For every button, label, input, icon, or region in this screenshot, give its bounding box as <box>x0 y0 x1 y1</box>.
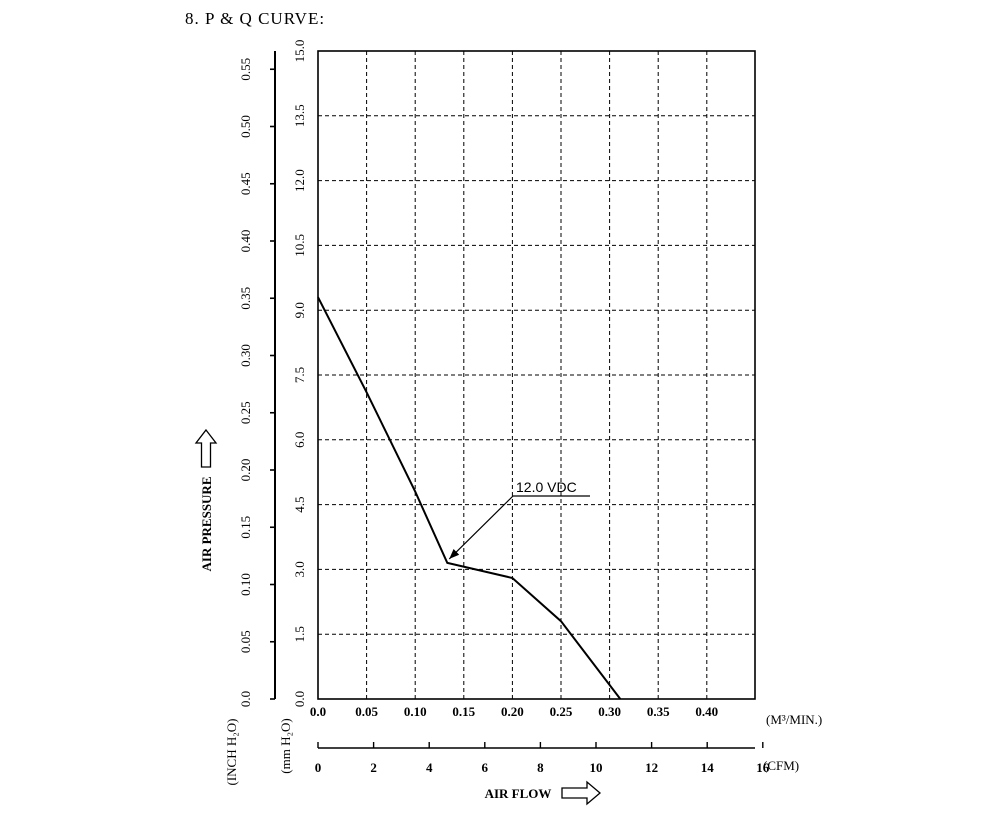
y-tick-label-mm: 3.0 <box>292 561 307 577</box>
y-tick-label-inch: 0.05 <box>238 630 253 653</box>
cfm-tick-label: 4 <box>426 760 433 775</box>
series-line-12vdc <box>317 296 622 700</box>
y-tick-label-inch: 0.20 <box>238 459 253 482</box>
y-tick-label-inch: 0.45 <box>238 172 253 195</box>
x-tick-label: 0.25 <box>550 704 573 719</box>
y-tick-label-inch: 0.35 <box>238 287 253 310</box>
y-tick-label-inch: 0.50 <box>238 115 253 138</box>
cfm-tick-label: 16 <box>756 760 770 775</box>
y-tick-label-mm: 0.0 <box>292 691 307 707</box>
y-tick-label-inch: 0.0 <box>238 691 253 707</box>
x-tick-label: 0.30 <box>598 704 621 719</box>
y-tick-label-mm: 1.5 <box>292 626 307 642</box>
y-tick-label-mm: 7.5 <box>292 367 307 383</box>
cfm-tick-label: 8 <box>537 760 544 775</box>
section-title: 8. P & Q CURVE: <box>185 9 325 28</box>
flow-tick-labels: 0.0 0.05 0.10 0.15 0.20 0.25 0.30 0.35 0.40 <box>310 704 718 719</box>
annotation-arrowhead <box>449 549 460 559</box>
y-tick-label-inch: 0.30 <box>238 344 253 367</box>
grid-lines <box>318 51 755 699</box>
cfm-tick-label: 6 <box>482 760 489 775</box>
arrow-up-icon <box>194 428 218 468</box>
inch-pressure-axis: 0.0 0.05 0.10 0.15 0.20 0.25 0.30 0.35 0.40 0.45 0… <box>238 51 276 707</box>
series-annotation: 12.0 VDC <box>448 479 590 560</box>
cfm-tick-label: 14 <box>701 760 715 775</box>
x-tick-label: 0.10 <box>404 704 427 719</box>
y-tick-label-inch: 0.25 <box>238 401 253 424</box>
x-tick-label: 0.40 <box>695 704 718 719</box>
y-unit-inner: (mm H₂O) <box>278 718 293 773</box>
y-tick-label-mm: 10.5 <box>292 234 307 257</box>
x-unit-primary: (M³/MIN.) <box>766 712 822 727</box>
y-tick-label-mm: 6.0 <box>292 432 307 448</box>
x-tick-label: 0.15 <box>452 704 475 719</box>
x-axis-title: AIR FLOW <box>485 786 552 801</box>
x-unit-secondary: (CFM) <box>763 758 799 773</box>
x-tick-label: 0.35 <box>647 704 670 719</box>
cfm-tick-label: 2 <box>370 760 377 775</box>
mm-pressure-tick-labels: 0.0 1.5 3.0 4.5 6.0 7.5 9.0 10.5 12.0 13.5 15.0 <box>292 40 307 708</box>
x-tick-label: 0.0 <box>310 704 326 719</box>
cfm-tick-label: 10 <box>590 760 603 775</box>
y-tick-label-mm: 4.5 <box>292 496 307 512</box>
y-tick-label-inch: 0.55 <box>238 58 253 81</box>
y-tick-label-inch: 0.15 <box>238 516 253 539</box>
y-unit-outer: (INCH H₂O) <box>224 719 239 786</box>
plot-frame <box>317 50 756 700</box>
arrow-right-icon <box>561 780 602 806</box>
y-axis-title: AIR PRESSURE <box>199 477 214 572</box>
y-tick-label-inch: 0.40 <box>238 230 253 253</box>
x-tick-label: 0.05 <box>355 704 378 719</box>
annotation-leader <box>448 495 514 560</box>
cfm-axis: 0 2 4 6 8 10 12 14 16 <box>315 742 770 775</box>
annotation-label: 12.0 VDC <box>516 479 577 495</box>
y-tick-label-mm: 9.0 <box>292 302 307 318</box>
y-tick-label-mm: 12.0 <box>292 169 307 192</box>
y-tick-label-mm: 13.5 <box>292 104 307 127</box>
cfm-tick-label: 0 <box>315 760 322 775</box>
y-tick-label-inch: 0.10 <box>238 573 253 596</box>
y-tick-label-mm: 15.0 <box>292 40 307 63</box>
x-tick-label: 0.20 <box>501 704 524 719</box>
cfm-tick-label: 12 <box>645 760 658 775</box>
